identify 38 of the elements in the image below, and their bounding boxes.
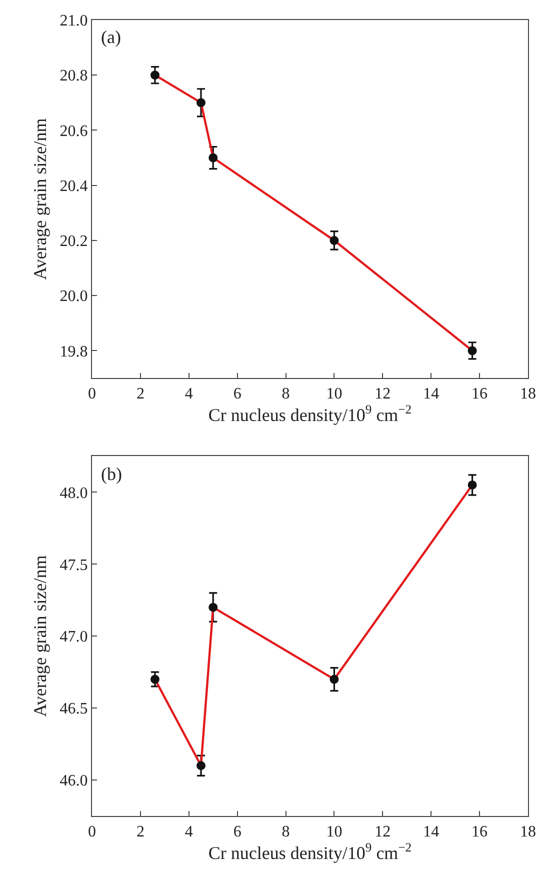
x-tick-label: 4 (184, 386, 193, 402)
annotation: (a) (101, 27, 121, 47)
x-tick-label: 6 (233, 386, 242, 402)
y-axis-title: Average grain size/nm (30, 555, 50, 717)
x-tick-label: 0 (88, 386, 96, 402)
y-tick-label: 21.0 (60, 12, 88, 30)
x-axis-title: Cr nucleus density/10$^{9}$ cm$^{−2}$ (208, 840, 412, 863)
y-tick-label: 46.5 (60, 700, 88, 718)
y-tick-label: 47.5 (60, 556, 88, 574)
x-tick-label: 2 (136, 823, 144, 840)
x-tick-label: 14 (423, 823, 440, 840)
x-tick-label: 16 (472, 386, 488, 402)
y-tick-label: 20.2 (60, 233, 88, 250)
x-tick-label: 8 (282, 823, 290, 840)
y-tick-label: 20.6 (60, 122, 88, 140)
y-axis-title: Average grain size/nm (30, 118, 50, 280)
x-tick-label: 10 (326, 386, 342, 402)
x-tick-label: 6 (233, 823, 242, 840)
x-tick-label: 18 (520, 386, 536, 402)
x-tick-label: 2 (136, 386, 144, 402)
x-tick-label: 14 (423, 386, 440, 402)
y-tick-label: 46.0 (60, 772, 88, 790)
x-tick-label: 18 (520, 823, 536, 840)
y-tick-label: 48.0 (60, 484, 88, 502)
y-tick-label: 19.8 (60, 343, 88, 360)
annotation: (b) (101, 464, 122, 484)
x-tick-label: 8 (282, 386, 290, 402)
x-tick-label: 0 (88, 823, 96, 840)
x-axis-title: Cr nucleus density/10$^{9}$ cm$^{−2}$ (208, 402, 412, 426)
x-tick-label: 12 (374, 386, 391, 402)
y-tick-label: 20.0 (60, 288, 88, 306)
y-tick-label: 20.4 (60, 178, 88, 195)
x-tick-label: 4 (184, 823, 193, 840)
x-tick-label: 16 (472, 823, 488, 840)
x-tick-label: 10 (326, 823, 342, 840)
y-tick-label: 20.8 (60, 68, 88, 85)
y-tick-label: 47.0 (60, 628, 88, 646)
x-tick-label: 12 (374, 823, 391, 840)
